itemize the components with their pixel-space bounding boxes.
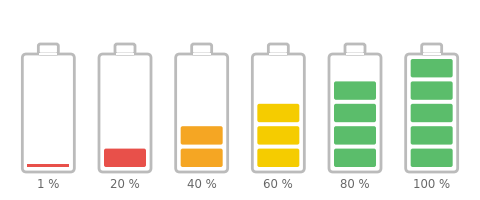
Bar — [346, 53, 364, 55]
Bar — [423, 53, 441, 55]
FancyBboxPatch shape — [180, 126, 223, 145]
Text: 80 %: 80 % — [340, 178, 370, 190]
FancyBboxPatch shape — [411, 104, 453, 122]
FancyBboxPatch shape — [411, 59, 453, 77]
FancyBboxPatch shape — [257, 149, 300, 167]
Text: 40 %: 40 % — [187, 178, 216, 190]
FancyBboxPatch shape — [99, 54, 151, 172]
FancyBboxPatch shape — [334, 104, 376, 122]
Text: 100 %: 100 % — [413, 178, 450, 190]
FancyBboxPatch shape — [180, 149, 223, 167]
FancyBboxPatch shape — [406, 54, 457, 172]
Bar — [192, 53, 211, 55]
FancyBboxPatch shape — [421, 44, 442, 54]
FancyBboxPatch shape — [334, 81, 376, 100]
FancyBboxPatch shape — [334, 126, 376, 145]
Bar — [39, 53, 57, 55]
FancyBboxPatch shape — [257, 104, 300, 122]
Text: 1 %: 1 % — [37, 178, 60, 190]
FancyBboxPatch shape — [176, 54, 228, 172]
FancyBboxPatch shape — [257, 126, 300, 145]
FancyBboxPatch shape — [411, 81, 453, 100]
FancyBboxPatch shape — [38, 44, 59, 54]
FancyBboxPatch shape — [268, 44, 288, 54]
FancyBboxPatch shape — [192, 44, 212, 54]
Bar — [116, 53, 134, 55]
FancyBboxPatch shape — [345, 44, 365, 54]
FancyBboxPatch shape — [252, 54, 304, 172]
FancyBboxPatch shape — [411, 126, 453, 145]
FancyBboxPatch shape — [104, 149, 146, 167]
Bar — [27, 164, 69, 167]
Text: 60 %: 60 % — [264, 178, 293, 190]
FancyBboxPatch shape — [23, 54, 74, 172]
Bar — [269, 53, 288, 55]
FancyBboxPatch shape — [115, 44, 135, 54]
Text: 20 %: 20 % — [110, 178, 140, 190]
FancyBboxPatch shape — [329, 54, 381, 172]
FancyBboxPatch shape — [411, 149, 453, 167]
FancyBboxPatch shape — [334, 149, 376, 167]
